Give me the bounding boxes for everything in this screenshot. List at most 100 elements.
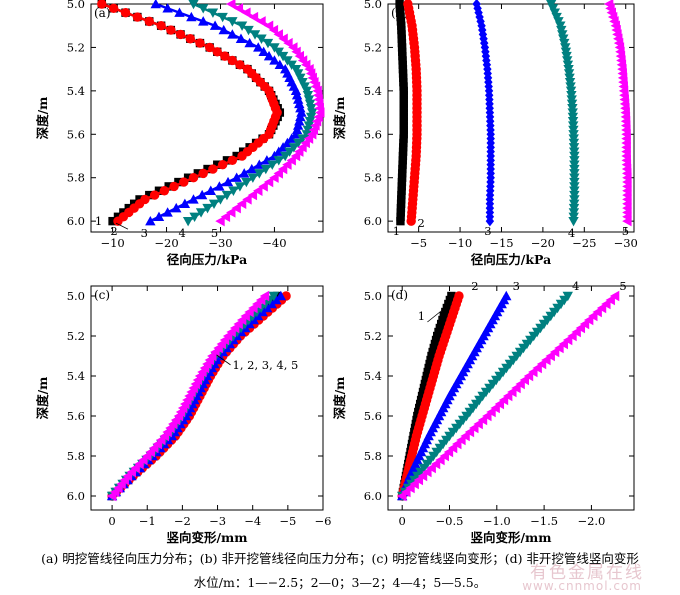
series-number-label: 2 xyxy=(110,224,117,238)
data-point xyxy=(221,190,233,201)
data-point xyxy=(204,354,215,366)
data-point xyxy=(263,50,275,61)
data-point xyxy=(395,4,405,13)
series-2: 2 xyxy=(403,0,425,230)
data-point xyxy=(232,151,241,161)
y-tick-label: 5.6 xyxy=(364,409,382,423)
panel-label: (a) xyxy=(94,6,111,20)
watermark-text: 有色金属在线 xyxy=(530,563,644,583)
data-point xyxy=(212,47,222,57)
data-point xyxy=(236,198,247,209)
annotation-leader-line xyxy=(216,354,231,366)
series-3: 3 xyxy=(472,0,495,238)
y-tick-label: 5.2 xyxy=(67,40,85,54)
data-point xyxy=(256,16,266,27)
data-point xyxy=(236,21,248,31)
data-point xyxy=(271,294,282,305)
data-point xyxy=(207,8,219,18)
data-point xyxy=(397,186,406,195)
y-tick-label: 5.0 xyxy=(67,289,85,303)
data-point xyxy=(622,215,632,227)
data-point xyxy=(196,189,208,200)
data-point xyxy=(179,198,191,208)
series-number-label: 5 xyxy=(619,279,626,293)
data-point xyxy=(185,34,195,44)
x-tick-label: −1 xyxy=(139,514,156,528)
x-tick-label: −0.5 xyxy=(436,514,464,528)
data-point xyxy=(485,215,495,227)
data-point xyxy=(406,216,416,226)
data-point xyxy=(396,17,406,26)
x-axis-label: 径向压力/kPa xyxy=(167,252,247,267)
data-point xyxy=(397,177,407,187)
data-point xyxy=(398,64,408,74)
data-point xyxy=(247,189,258,201)
series-number-label: 3 xyxy=(513,279,520,293)
data-point xyxy=(291,124,303,135)
x-tick-label: −15 xyxy=(489,236,513,250)
data-point xyxy=(198,4,209,14)
data-point xyxy=(222,156,232,165)
data-point xyxy=(241,7,251,18)
data-point xyxy=(258,181,268,192)
y-tick-label: 5.8 xyxy=(67,171,85,185)
data-point xyxy=(396,12,405,22)
data-point xyxy=(253,42,264,52)
data-point xyxy=(258,46,269,56)
x-tick-label: −1.0 xyxy=(483,514,511,528)
data-point xyxy=(398,169,407,178)
data-point xyxy=(396,203,406,213)
data-point xyxy=(292,120,304,130)
data-point xyxy=(227,55,238,66)
data-point xyxy=(568,216,579,227)
data-point xyxy=(248,11,259,23)
x-tick-label: −10 xyxy=(100,236,124,250)
data-point xyxy=(269,55,280,65)
x-tick-label: −10 xyxy=(448,236,472,250)
data-point xyxy=(397,43,407,52)
y-tick-label: 6.0 xyxy=(364,489,382,503)
data-point xyxy=(397,190,406,200)
data-point xyxy=(214,181,225,191)
plot-frame xyxy=(387,285,635,511)
data-point xyxy=(399,108,408,117)
data-point xyxy=(188,194,199,204)
data-point xyxy=(398,51,407,61)
data-point xyxy=(399,112,408,122)
data-point xyxy=(188,0,199,10)
data-point xyxy=(204,42,215,53)
x-tick-label: −30 xyxy=(208,236,232,250)
data-point xyxy=(174,7,185,17)
x-tick-label: −3 xyxy=(209,514,226,528)
data-point xyxy=(283,37,293,49)
data-point xyxy=(266,298,277,309)
data-point xyxy=(395,0,404,9)
x-tick-label: −5 xyxy=(410,236,427,250)
series-number-label: 1 xyxy=(95,214,102,228)
y-tick-label: 5.4 xyxy=(67,84,85,98)
data-point xyxy=(215,215,225,227)
data-point xyxy=(269,172,279,183)
data-point xyxy=(222,176,234,187)
x-tick-label: −40 xyxy=(262,236,286,250)
data-point xyxy=(186,11,197,22)
data-point xyxy=(199,362,210,374)
y-axis-label: 深度/m xyxy=(35,97,50,140)
y-tick-label: 5.0 xyxy=(364,289,382,303)
data-point xyxy=(144,16,154,27)
data-point xyxy=(292,94,304,104)
data-point xyxy=(108,216,117,226)
data-point xyxy=(399,77,408,87)
data-point xyxy=(397,25,406,35)
data-point xyxy=(217,12,228,23)
data-point xyxy=(397,34,406,43)
data-point xyxy=(169,181,179,192)
data-point xyxy=(398,56,407,65)
data-point xyxy=(399,117,408,126)
label-leader-line xyxy=(427,305,448,323)
figure-caption-water-levels: 水位/m：1—−2.5；2—0；3—2；4—4；5—5.5。 xyxy=(193,575,487,590)
data-point xyxy=(275,290,287,301)
data-point xyxy=(113,216,123,226)
data-point xyxy=(150,0,161,9)
series-3: 3 xyxy=(396,279,520,501)
